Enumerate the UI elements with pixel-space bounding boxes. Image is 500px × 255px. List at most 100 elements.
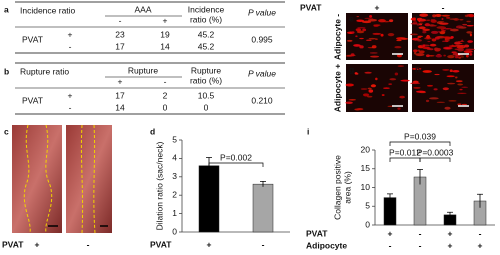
fiber <box>460 56 465 58</box>
fiber <box>419 13 429 17</box>
group-header: Rupture <box>128 65 159 75</box>
table-title: Rupture ratio <box>20 66 69 76</box>
fiber <box>346 55 353 57</box>
fiber <box>428 97 439 100</box>
fiber <box>462 23 468 26</box>
fiber <box>463 50 473 54</box>
fiber <box>394 45 402 49</box>
fiber <box>355 28 362 32</box>
fiber <box>394 72 399 76</box>
x-tick-label: - <box>262 239 265 249</box>
fiber <box>414 51 417 55</box>
condition: + <box>35 239 40 249</box>
fiber <box>441 14 451 17</box>
table-cell: + <box>68 90 73 100</box>
y-tick-label: 5 <box>365 201 370 211</box>
fiber <box>351 31 355 34</box>
vessel-outline <box>45 124 53 234</box>
condition: - <box>87 239 90 249</box>
fiber <box>444 36 451 40</box>
fiber <box>425 19 431 21</box>
fiber <box>363 93 370 97</box>
table-cell: 45.2 <box>198 29 215 39</box>
fiber <box>438 30 441 33</box>
x-tick-label: + <box>207 239 212 249</box>
error-bar <box>447 211 453 218</box>
table-cell: 14 <box>160 41 170 51</box>
fiber <box>441 17 444 21</box>
significance-bracket <box>389 141 451 146</box>
x-tick-label: - <box>479 228 482 238</box>
fiber <box>461 103 468 106</box>
error-bar <box>387 193 393 202</box>
fiber <box>416 23 420 26</box>
table-cell: 23 <box>115 29 125 39</box>
fiber <box>366 95 373 98</box>
fiber <box>417 35 423 38</box>
fiber <box>454 55 459 59</box>
panel-letter: h <box>415 64 420 74</box>
fiber <box>418 26 426 30</box>
annotation: P=0.039 <box>404 131 436 141</box>
micrograph <box>346 64 408 112</box>
fiber <box>361 20 372 24</box>
fiber <box>436 101 445 103</box>
subheader: + <box>163 15 168 25</box>
fiber <box>442 29 446 32</box>
fiber <box>410 82 421 85</box>
fiber <box>429 43 437 47</box>
fiber <box>457 92 467 94</box>
fiber <box>425 54 430 58</box>
fiber <box>428 48 434 51</box>
vessel-outline <box>93 124 96 234</box>
panel-letter: f <box>415 13 418 23</box>
fiber <box>420 44 430 47</box>
x-row-label: PVAT <box>150 239 172 249</box>
y-axis-label: Collagen positive <box>332 155 342 220</box>
table-cell: 10.5 <box>198 90 215 100</box>
fiber <box>417 39 422 42</box>
fiber <box>445 40 449 43</box>
y-axis-label: area (%) <box>342 171 352 204</box>
fiber <box>418 22 424 24</box>
fiber <box>434 73 440 76</box>
fiber <box>371 45 377 49</box>
photo-pvat-plus <box>12 125 62 233</box>
panel-letter: e <box>349 13 354 23</box>
fiber <box>373 24 379 27</box>
fiber <box>435 54 443 58</box>
fiber <box>356 19 365 22</box>
fiber <box>400 37 409 40</box>
fiber <box>410 17 418 21</box>
fiber <box>434 14 442 17</box>
fiber <box>354 72 358 75</box>
annotation: P=0.002 <box>220 152 252 162</box>
fiber <box>369 14 373 18</box>
fiber <box>469 53 473 56</box>
fiber <box>439 22 449 25</box>
annotation: P=0.0003 <box>417 147 454 157</box>
fiber <box>382 87 390 89</box>
table-cell: 14 <box>115 102 125 112</box>
fiber <box>415 53 425 57</box>
bar <box>198 165 220 233</box>
fiber <box>348 99 356 101</box>
error-bar <box>417 169 423 185</box>
fiber <box>355 35 358 38</box>
micrographs <box>345 13 475 112</box>
x-tick-label: + <box>448 228 453 238</box>
table-cell: - <box>69 102 72 112</box>
fiber <box>366 39 372 41</box>
fiber <box>380 33 384 37</box>
fiber <box>422 44 426 48</box>
fiber <box>465 48 475 51</box>
fiber <box>426 35 429 37</box>
ratio-header: Rupture <box>191 65 222 75</box>
y-tick-label: 4 <box>172 153 177 163</box>
fiber <box>430 19 437 23</box>
fiber <box>455 80 463 83</box>
fiber <box>362 28 367 32</box>
fiber <box>396 54 402 58</box>
table-title: Incidence ratio <box>20 5 76 15</box>
